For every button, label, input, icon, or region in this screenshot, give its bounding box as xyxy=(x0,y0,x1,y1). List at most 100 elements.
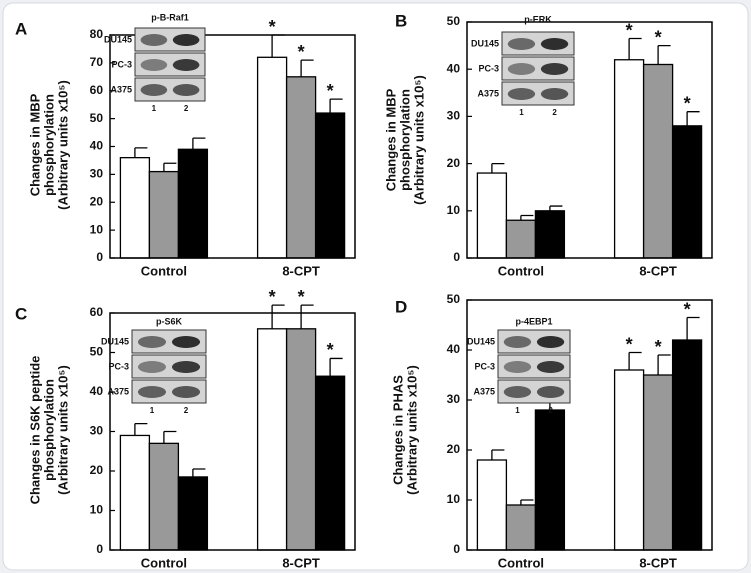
y-tick-label: 40 xyxy=(447,342,461,356)
error-bar xyxy=(657,44,671,65)
y-axis-label: phosphorylation xyxy=(41,379,56,481)
panel-label: A xyxy=(15,19,27,38)
plot-frame xyxy=(466,299,713,551)
blot-band xyxy=(503,361,532,373)
y-axis-label: phosphorylation xyxy=(41,94,56,196)
y-tick-label: 50 xyxy=(447,14,461,28)
y-tick-label: 50 xyxy=(90,111,104,125)
y-tick-label: 70 xyxy=(90,55,104,69)
bar xyxy=(505,219,537,259)
y-tick-label: 50 xyxy=(90,345,104,359)
y-tick-label: 40 xyxy=(90,384,104,398)
blot-band xyxy=(540,63,569,75)
bar xyxy=(256,56,288,259)
bar xyxy=(671,125,703,259)
blot-band xyxy=(507,88,536,100)
y-tick-label: 10 xyxy=(90,503,104,517)
blot-band xyxy=(503,386,532,398)
bar xyxy=(285,328,317,551)
y-axis-label: phosphorylation xyxy=(397,89,412,191)
inset-row-label: PC-3 xyxy=(111,59,132,69)
error-bar xyxy=(300,59,314,77)
error-bar xyxy=(271,304,285,329)
y-axis-label: Changes in PHAS xyxy=(390,375,405,485)
bar xyxy=(505,504,537,551)
blot-band xyxy=(503,336,532,348)
y-tick-label: 20 xyxy=(90,463,104,477)
inset-lane-label: 1 xyxy=(152,104,157,113)
significance-marker: * xyxy=(626,334,633,354)
significance-marker: * xyxy=(626,20,633,40)
x-tick-label: Control xyxy=(141,263,187,278)
significance-marker: * xyxy=(684,299,691,319)
error-bar xyxy=(686,111,700,126)
blot-band xyxy=(172,84,200,96)
inset-row-label: A375 xyxy=(477,88,499,98)
y-tick-label: 40 xyxy=(447,61,461,75)
inset-lane-label: 2 xyxy=(548,406,553,415)
inset-row-label: A375 xyxy=(110,84,132,94)
x-tick-label: Control xyxy=(498,555,544,570)
inset-row-label: PC-3 xyxy=(108,361,129,371)
x-tick-label: Control xyxy=(498,263,544,278)
bar xyxy=(177,148,209,259)
bar xyxy=(476,172,508,259)
bar xyxy=(148,442,180,551)
y-tick-label: 60 xyxy=(90,305,104,319)
significance-marker: * xyxy=(298,287,305,307)
inset-lane-label: 2 xyxy=(184,406,189,415)
error-bar xyxy=(329,357,343,377)
blot-band xyxy=(137,336,167,348)
blot-band xyxy=(536,386,565,398)
inset-row-label: DU145 xyxy=(101,336,129,346)
bar xyxy=(534,210,566,259)
bar xyxy=(285,76,317,259)
blot-band xyxy=(507,63,536,75)
blot-band xyxy=(140,84,168,96)
error-bar xyxy=(163,430,177,444)
y-tick-label: 40 xyxy=(90,139,104,153)
y-tick-label: 10 xyxy=(90,222,104,236)
x-tick-label: Control xyxy=(141,555,187,570)
bar xyxy=(119,156,151,259)
error-bar xyxy=(686,316,700,340)
inset-lane-label: 2 xyxy=(552,108,557,117)
bar xyxy=(671,339,703,551)
y-tick-label: 0 xyxy=(453,250,460,264)
bar xyxy=(119,434,151,551)
blot-band xyxy=(536,361,565,373)
bar xyxy=(314,112,346,259)
error-bar xyxy=(491,449,505,460)
y-axis-label: (Arbitrary units x10⁵) xyxy=(404,365,419,495)
blot-band xyxy=(171,336,201,348)
error-bar xyxy=(192,468,206,477)
y-tick-label: 80 xyxy=(90,27,104,41)
inset-row-label: DU145 xyxy=(471,38,499,48)
blot-band xyxy=(140,34,168,46)
bar xyxy=(314,375,346,551)
blot-band xyxy=(171,386,201,398)
inset-row-label: PC-3 xyxy=(478,63,499,73)
significance-marker: * xyxy=(327,81,334,101)
significance-marker: * xyxy=(684,93,691,113)
blot-band xyxy=(536,336,565,348)
y-tick-label: 0 xyxy=(453,542,460,556)
error-bar xyxy=(134,147,148,158)
y-tick-label: 30 xyxy=(90,424,104,438)
y-axis-label: (Arbitrary units x10⁵) xyxy=(411,75,426,205)
plot-frame xyxy=(109,312,356,551)
x-tick-label: 8-CPT xyxy=(282,263,320,278)
y-axis-label: Changes in MBP xyxy=(27,93,42,196)
y-tick-label: 10 xyxy=(447,203,461,217)
error-bar xyxy=(163,162,177,172)
bar xyxy=(534,409,566,551)
y-axis-label: (Arbitrary units x10⁵) xyxy=(55,365,70,495)
inset-title: p-S6K xyxy=(156,316,183,326)
error-bar xyxy=(628,351,642,370)
blot-band xyxy=(140,59,168,71)
x-tick-label: 8-CPT xyxy=(639,263,677,278)
significance-marker: * xyxy=(298,42,305,62)
error-bar xyxy=(491,162,505,174)
error-bar xyxy=(657,354,671,375)
